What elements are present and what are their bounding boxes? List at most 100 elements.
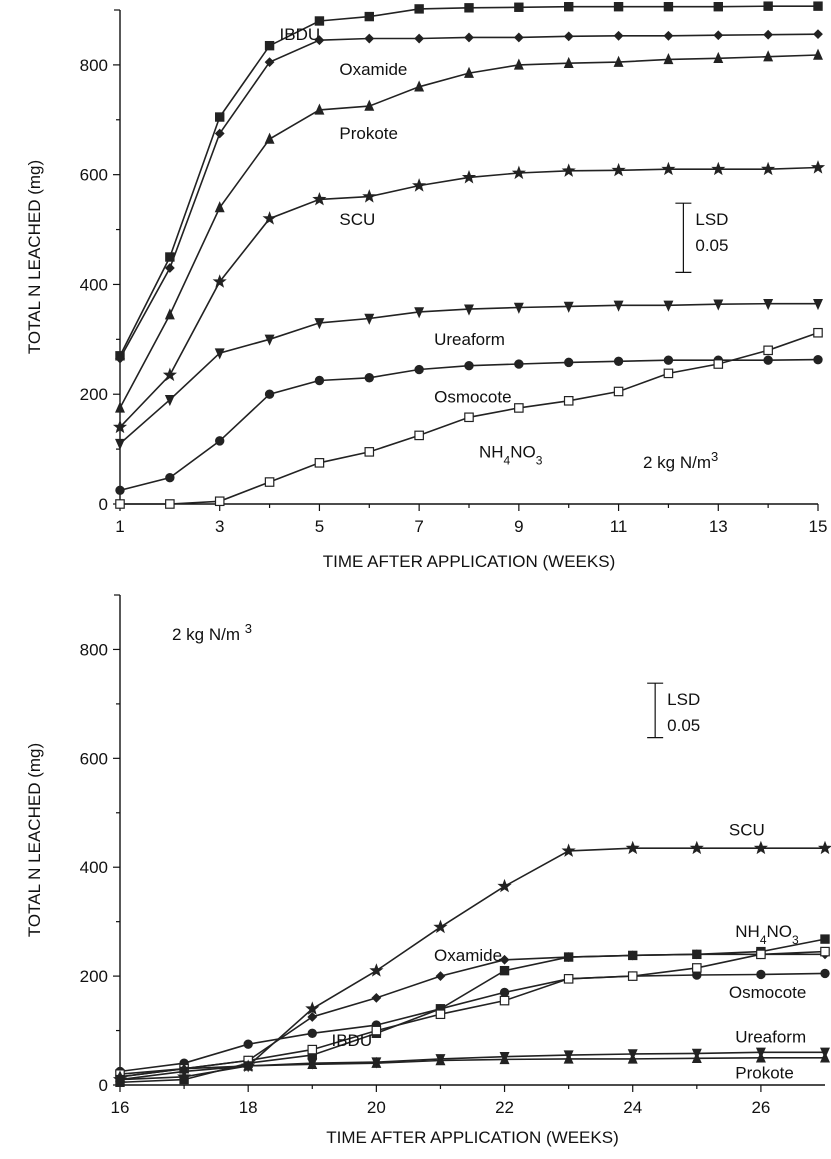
data-point: [563, 56, 574, 68]
data-point: [561, 163, 576, 177]
data-point: [713, 359, 724, 369]
data-point: [810, 160, 826, 174]
series-line: [119, 54, 819, 409]
data-point: [464, 3, 474, 13]
data-point: [371, 1056, 382, 1068]
lsd-bar: LSD 0.05: [675, 202, 728, 273]
data-point: [371, 992, 382, 1003]
data-point: [761, 161, 776, 176]
data-point: [115, 485, 125, 495]
data-point: [364, 11, 374, 22]
data-point: [763, 1, 773, 11]
data-point: [763, 298, 774, 311]
data-point: [264, 132, 275, 144]
data-point: [243, 1039, 253, 1049]
data-point: [215, 112, 225, 122]
data-point: [414, 4, 424, 14]
data-point: [314, 375, 325, 386]
series-line: [119, 847, 825, 1081]
data-point: [513, 302, 524, 314]
data-point: [179, 1062, 190, 1074]
data-point: [164, 308, 175, 320]
data-point: [663, 355, 674, 365]
data-point: [613, 386, 624, 397]
series-label: Prokote: [339, 124, 398, 143]
data-point: [755, 1051, 766, 1063]
data-point: [364, 447, 375, 457]
x-tick-label: 16: [111, 1098, 130, 1117]
data-point: [264, 57, 275, 68]
series-label: Oxamide: [434, 946, 502, 965]
data-point: [713, 299, 724, 311]
series-prokote: Prokote: [115, 48, 823, 413]
data-point: [514, 359, 524, 369]
data-point: [613, 356, 624, 366]
x-tick-label: 1: [115, 517, 124, 536]
data-point: [435, 1054, 446, 1066]
data-point: [663, 52, 674, 65]
x-tick-label: 13: [709, 517, 728, 536]
data-point: [364, 99, 375, 111]
data-point: [627, 1052, 638, 1064]
data-point: [497, 878, 512, 893]
y-tick-label: 600: [80, 166, 108, 185]
data-point: [307, 1057, 318, 1070]
lsd-label: LSD: [695, 210, 728, 229]
x-axis-title: TIME AFTER APPLICATION (WEEKS): [326, 1128, 619, 1147]
data-point: [499, 965, 510, 976]
data-point: [464, 360, 474, 371]
data-point: [692, 963, 702, 973]
data-point: [307, 1028, 317, 1038]
series-prokote: Prokote: [115, 1051, 830, 1082]
series-oxamide: Oxamide: [115, 29, 823, 364]
data-point: [112, 419, 128, 434]
x-tick-label: 18: [239, 1098, 258, 1117]
x-tick-label: 20: [367, 1098, 386, 1117]
data-point: [564, 2, 574, 12]
data-point: [661, 161, 676, 176]
data-point: [763, 29, 774, 40]
data-point: [364, 373, 374, 383]
data-point: [763, 345, 773, 356]
series-label: IBDU: [332, 1031, 373, 1050]
data-point: [414, 430, 424, 441]
data-point: [563, 974, 574, 984]
data-point: [625, 840, 640, 855]
lsd-bar: LSD 0.05: [647, 682, 700, 739]
data-point: [165, 499, 175, 509]
data-point: [753, 840, 768, 855]
data-point: [563, 952, 574, 962]
series-label: Ureaform: [434, 330, 505, 349]
data-point: [214, 128, 225, 139]
data-point: [314, 16, 325, 26]
data-point: [499, 1052, 510, 1065]
data-point: [813, 298, 823, 311]
data-point: [627, 950, 638, 961]
data-point: [314, 458, 325, 468]
series-label: Oxamide: [339, 60, 407, 79]
data-point: [162, 367, 177, 382]
data-point: [214, 348, 225, 360]
series-scu: SCU: [112, 160, 826, 434]
data-point: [414, 80, 425, 92]
series-ureaform: Ureaform: [115, 1028, 830, 1086]
data-point: [264, 477, 275, 487]
series-label: NH4NO3: [735, 922, 799, 947]
data-point: [513, 32, 524, 43]
series-oxamide: Oxamide: [115, 946, 830, 1082]
y-tick-label: 800: [80, 56, 108, 75]
data-point: [611, 162, 626, 177]
rate-annotation: 2 kg N/m 3: [172, 621, 252, 645]
data-point: [613, 55, 624, 67]
series-label: IBDU: [280, 25, 321, 44]
data-point: [713, 2, 723, 12]
data-point: [214, 201, 225, 213]
x-tick-label: 7: [414, 517, 423, 536]
data-point: [756, 969, 766, 980]
y-tick-label: 0: [99, 495, 108, 514]
series-label: SCU: [339, 210, 375, 229]
data-point: [499, 995, 510, 1006]
x-tick-label: 22: [495, 1098, 514, 1117]
data-point: [663, 30, 674, 41]
